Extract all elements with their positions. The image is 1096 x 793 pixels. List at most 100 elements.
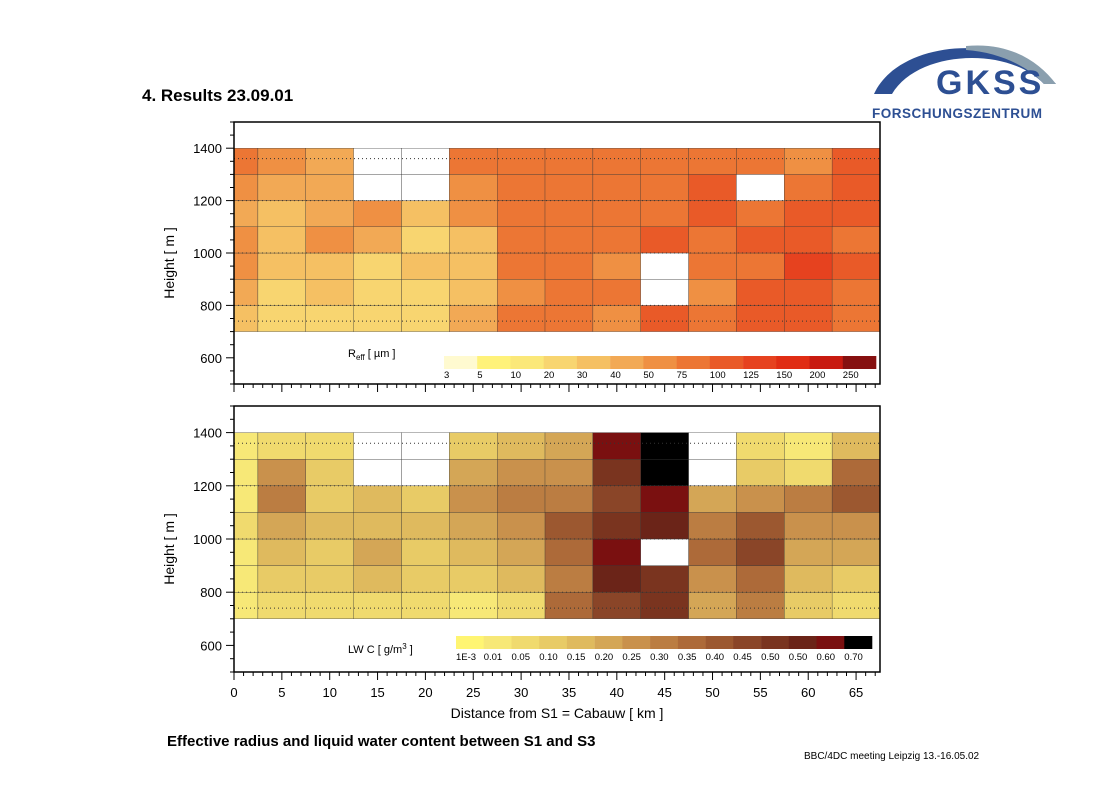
heatmap-cell <box>688 305 737 332</box>
heatmap-cell <box>640 174 689 201</box>
heatmap-cell <box>401 592 450 619</box>
colorbar-swatch <box>622 636 651 649</box>
heatmap-cell <box>449 592 498 619</box>
heatmap-cell <box>736 512 785 540</box>
heatmap-cell <box>257 174 306 201</box>
colorbar-label: 0.25 <box>622 652 641 663</box>
heatmap-cell <box>497 279 546 306</box>
heatmap-cell <box>449 512 498 540</box>
heatmap-cell <box>592 226 641 254</box>
heatmap-cell <box>831 538 881 566</box>
heatmap-cell <box>831 565 881 593</box>
heatmap-cell <box>401 226 450 254</box>
heatmap-cell <box>497 148 546 175</box>
heatmap-cell <box>305 512 354 540</box>
colorbar-swatch <box>483 636 512 649</box>
heatmap-cell <box>305 592 354 619</box>
heatmap-cell <box>257 432 306 460</box>
heatmap-cell <box>233 432 259 460</box>
colorbar-label: 50 <box>643 370 654 381</box>
heatmap-cell <box>449 565 498 593</box>
heatmap-cell <box>831 432 881 460</box>
heatmap-cell <box>449 148 498 175</box>
heatmap-cell <box>497 512 546 540</box>
colorbar-label: 75 <box>677 370 688 381</box>
heatmap-cell <box>736 592 785 619</box>
heatmap-cell <box>784 200 833 227</box>
colorbar-swatch <box>643 356 677 369</box>
heatmap-cell <box>640 226 689 254</box>
x-tick-label: 50 <box>705 685 719 700</box>
heatmap-cell <box>640 512 689 540</box>
heatmap-cell <box>544 200 594 227</box>
heatmap-cell <box>736 565 785 593</box>
heatmap-cell <box>449 432 498 460</box>
heatmap-cell <box>640 252 689 280</box>
heatmap-cell <box>736 279 785 306</box>
heatmap-cell <box>544 432 594 460</box>
heatmap-cell <box>831 279 881 306</box>
heatmap-cell <box>640 279 689 306</box>
heatmap-cell <box>688 148 737 175</box>
x-tick-label: 5 <box>278 685 285 700</box>
heatmap-cell <box>353 592 402 619</box>
heatmap-cells <box>233 148 881 332</box>
y-tick-label: 800 <box>200 298 222 313</box>
heatmap-cell <box>736 459 785 486</box>
heatmap-cell <box>544 174 594 201</box>
colorbar-label: 3 <box>444 370 449 381</box>
heatmap-cell <box>592 485 641 513</box>
slide-title: 4. Results 23.09.01 <box>142 86 294 105</box>
heatmap-cell <box>688 432 737 460</box>
heatmap-cell <box>401 279 450 306</box>
heatmap-cell <box>233 305 259 332</box>
heatmap-cell <box>449 226 498 254</box>
heatmap-cell <box>353 432 402 460</box>
heatmap-cell <box>353 305 402 332</box>
heatmap-cell <box>353 252 402 280</box>
heatmap-cell <box>544 538 594 566</box>
heatmap-cell <box>497 565 546 593</box>
heatmap-cell <box>544 592 594 619</box>
heatmap-cell <box>305 226 354 254</box>
colorbar-swatch <box>576 356 611 369</box>
heatmap-cell <box>401 565 450 593</box>
heatmap-cell <box>784 174 833 201</box>
heatmap-cell <box>831 459 881 486</box>
colorbar-title: LW C [ g/m3 ] <box>348 642 413 656</box>
heatmap-cell <box>688 459 737 486</box>
heatmap-cell <box>640 592 689 619</box>
colorbar-label: 200 <box>810 370 826 381</box>
colorbar-swatch <box>842 356 877 369</box>
x-tick-label: 35 <box>562 685 576 700</box>
colorbar-swatch <box>543 356 578 369</box>
heatmap-cell <box>592 432 641 460</box>
heatmap-cell <box>736 148 785 175</box>
colorbar-label: 10 <box>511 370 522 381</box>
heatmap-cell <box>784 538 833 566</box>
heatmap-cell <box>784 485 833 513</box>
heatmap-cell <box>592 459 641 486</box>
heatmap-cell <box>401 305 450 332</box>
heatmap-cell <box>353 174 402 201</box>
heatmap-cell <box>831 174 881 201</box>
heatmap-cell <box>449 305 498 332</box>
heatmap-cell <box>640 432 689 460</box>
x-tick-label: 65 <box>849 685 863 700</box>
heatmap-cell <box>544 279 594 306</box>
heatmap-cell <box>831 148 881 175</box>
heatmap-cell <box>401 252 450 280</box>
colorbar-swatch <box>733 636 762 649</box>
x-tick-label: 30 <box>514 685 528 700</box>
heatmap-cell <box>449 485 498 513</box>
colorbar-label: 250 <box>843 370 859 381</box>
heatmap-cell <box>831 485 881 513</box>
heatmap-cell <box>592 592 641 619</box>
colorbar-label: 30 <box>577 370 588 381</box>
heatmap-cell <box>544 226 594 254</box>
heatmap-cell <box>497 305 546 332</box>
heatmap-cell <box>257 565 306 593</box>
heatmap-cell <box>401 148 450 175</box>
heatmap-cell <box>640 565 689 593</box>
heatmap-cell <box>257 279 306 306</box>
